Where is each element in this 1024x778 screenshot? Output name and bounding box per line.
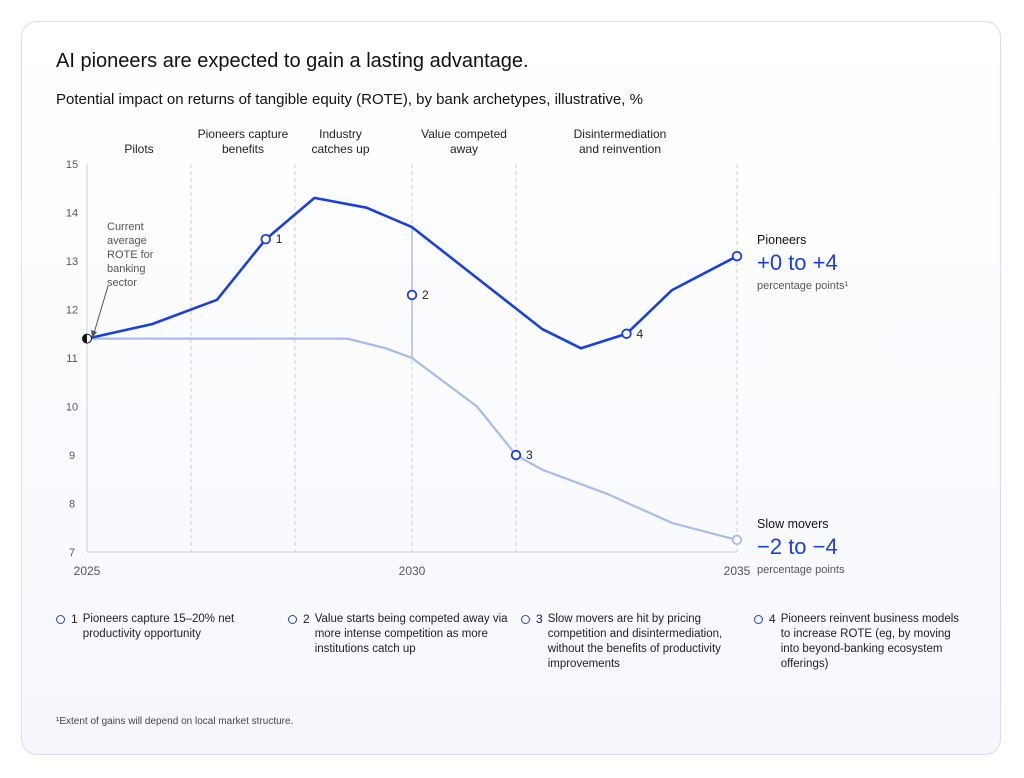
slow-movers-end-marker xyxy=(731,534,743,546)
phase-label-2-line-2: benefits xyxy=(222,142,264,156)
y-tick-label-11: 11 xyxy=(66,353,77,365)
phase-label-5-line-2: and reinvention xyxy=(579,142,661,156)
chart-title: AI pioneers are expected to gain a lasti… xyxy=(56,50,529,72)
annotation-line-5: sector xyxy=(107,277,137,289)
legend-text: Slow movers are hit by pricing competiti… xyxy=(547,613,723,670)
numbered-marker-1 xyxy=(260,233,271,245)
numbered-marker-label-1: 1 xyxy=(276,232,283,246)
slow-movers-unit-label: percentage points xyxy=(757,564,845,576)
annotation-arrow-head xyxy=(91,330,97,338)
annotation-line-3: ROTE for xyxy=(107,249,154,261)
pioneers-end-marker xyxy=(731,250,743,262)
pioneers-range-label: +0 to +4 xyxy=(757,250,838,275)
numbered-marker-label-2: 2 xyxy=(422,288,429,302)
y-tick-label-9: 9 xyxy=(69,450,75,462)
numbered-marker-4 xyxy=(621,328,632,339)
phase-label-3-line-2: catches up xyxy=(311,142,369,156)
y-tick-label-8: 8 xyxy=(69,499,75,511)
y-tick-label-15: 15 xyxy=(66,159,78,171)
legend-marker-icon xyxy=(288,615,297,624)
numbered-marker-label-4: 4 xyxy=(637,327,644,341)
legend-marker-icon xyxy=(754,615,763,624)
legend-item-1: 1 Pioneers capture 15–20% net productivit… xyxy=(56,612,271,642)
phase-label-1-line-1: Pilots xyxy=(124,142,153,156)
numbered-marker-2 xyxy=(406,289,418,301)
phase-label-2-line-1: Pioneers capture xyxy=(198,127,289,141)
legend-item-4: 4 Pioneers reinvent business models to in… xyxy=(754,612,969,672)
phase-label-5-line-1: Disintermediation xyxy=(574,127,667,141)
start-point-marker-fill xyxy=(82,334,87,344)
x-tick-label-2025: 2025 xyxy=(74,564,101,578)
y-tick-label-13: 13 xyxy=(66,256,78,268)
legend-item-3: 3 Slow movers are hit by pricing competit… xyxy=(521,612,736,672)
legend-text: Value starts being competed away via mor… xyxy=(314,613,508,655)
legend-marker-icon xyxy=(521,615,530,624)
x-tick-label-2030: 2030 xyxy=(399,564,426,578)
annotation-line-4: banking xyxy=(107,263,146,275)
chart-subtitle: Potential impact on returns of tangible … xyxy=(56,91,643,108)
slow-movers-name-label: Slow movers xyxy=(757,517,829,531)
legend-marker-icon xyxy=(56,615,65,624)
annotation-line-1: Current xyxy=(107,221,144,233)
annotation-arrow-line xyxy=(93,285,109,334)
slow-movers-range-label: −2 to −4 xyxy=(757,534,838,559)
legend-text: Pioneers capture 15–20% net productivity… xyxy=(82,613,235,640)
y-tick-label-12: 12 xyxy=(66,305,78,317)
y-tick-label-14: 14 xyxy=(66,208,78,220)
legend-number: 4 xyxy=(769,612,776,626)
legend-number: 2 xyxy=(303,612,310,626)
footnote: ¹Extent of gains will depend on local ma… xyxy=(56,716,294,727)
legend-number: 1 xyxy=(71,612,78,626)
legend-number: 3 xyxy=(536,612,543,626)
pioneers-name-label: Pioneers xyxy=(757,233,806,247)
x-tick-label-2035: 2035 xyxy=(724,564,751,578)
numbered-marker-label-3: 3 xyxy=(526,448,533,462)
phase-label-3-line-1: Industry xyxy=(319,127,362,141)
annotation-line-2: average xyxy=(107,235,147,247)
phase-label-4-line-1: Value competed xyxy=(421,127,507,141)
y-tick-label-10: 10 xyxy=(66,402,78,414)
chart-card xyxy=(21,21,1001,755)
y-tick-label-7: 7 xyxy=(69,547,75,559)
numbered-marker-3 xyxy=(510,449,522,461)
legend-item-2: 2 Value starts being competed away via mo… xyxy=(288,612,508,657)
phase-label-4-line-2: away xyxy=(450,142,478,156)
pioneers-unit-label: percentage points¹ xyxy=(757,280,848,292)
legend-text: Pioneers reinvent business models to inc… xyxy=(780,613,960,670)
